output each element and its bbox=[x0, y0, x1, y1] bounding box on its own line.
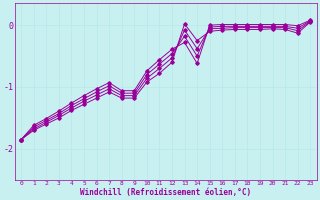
X-axis label: Windchill (Refroidissement éolien,°C): Windchill (Refroidissement éolien,°C) bbox=[80, 188, 251, 197]
